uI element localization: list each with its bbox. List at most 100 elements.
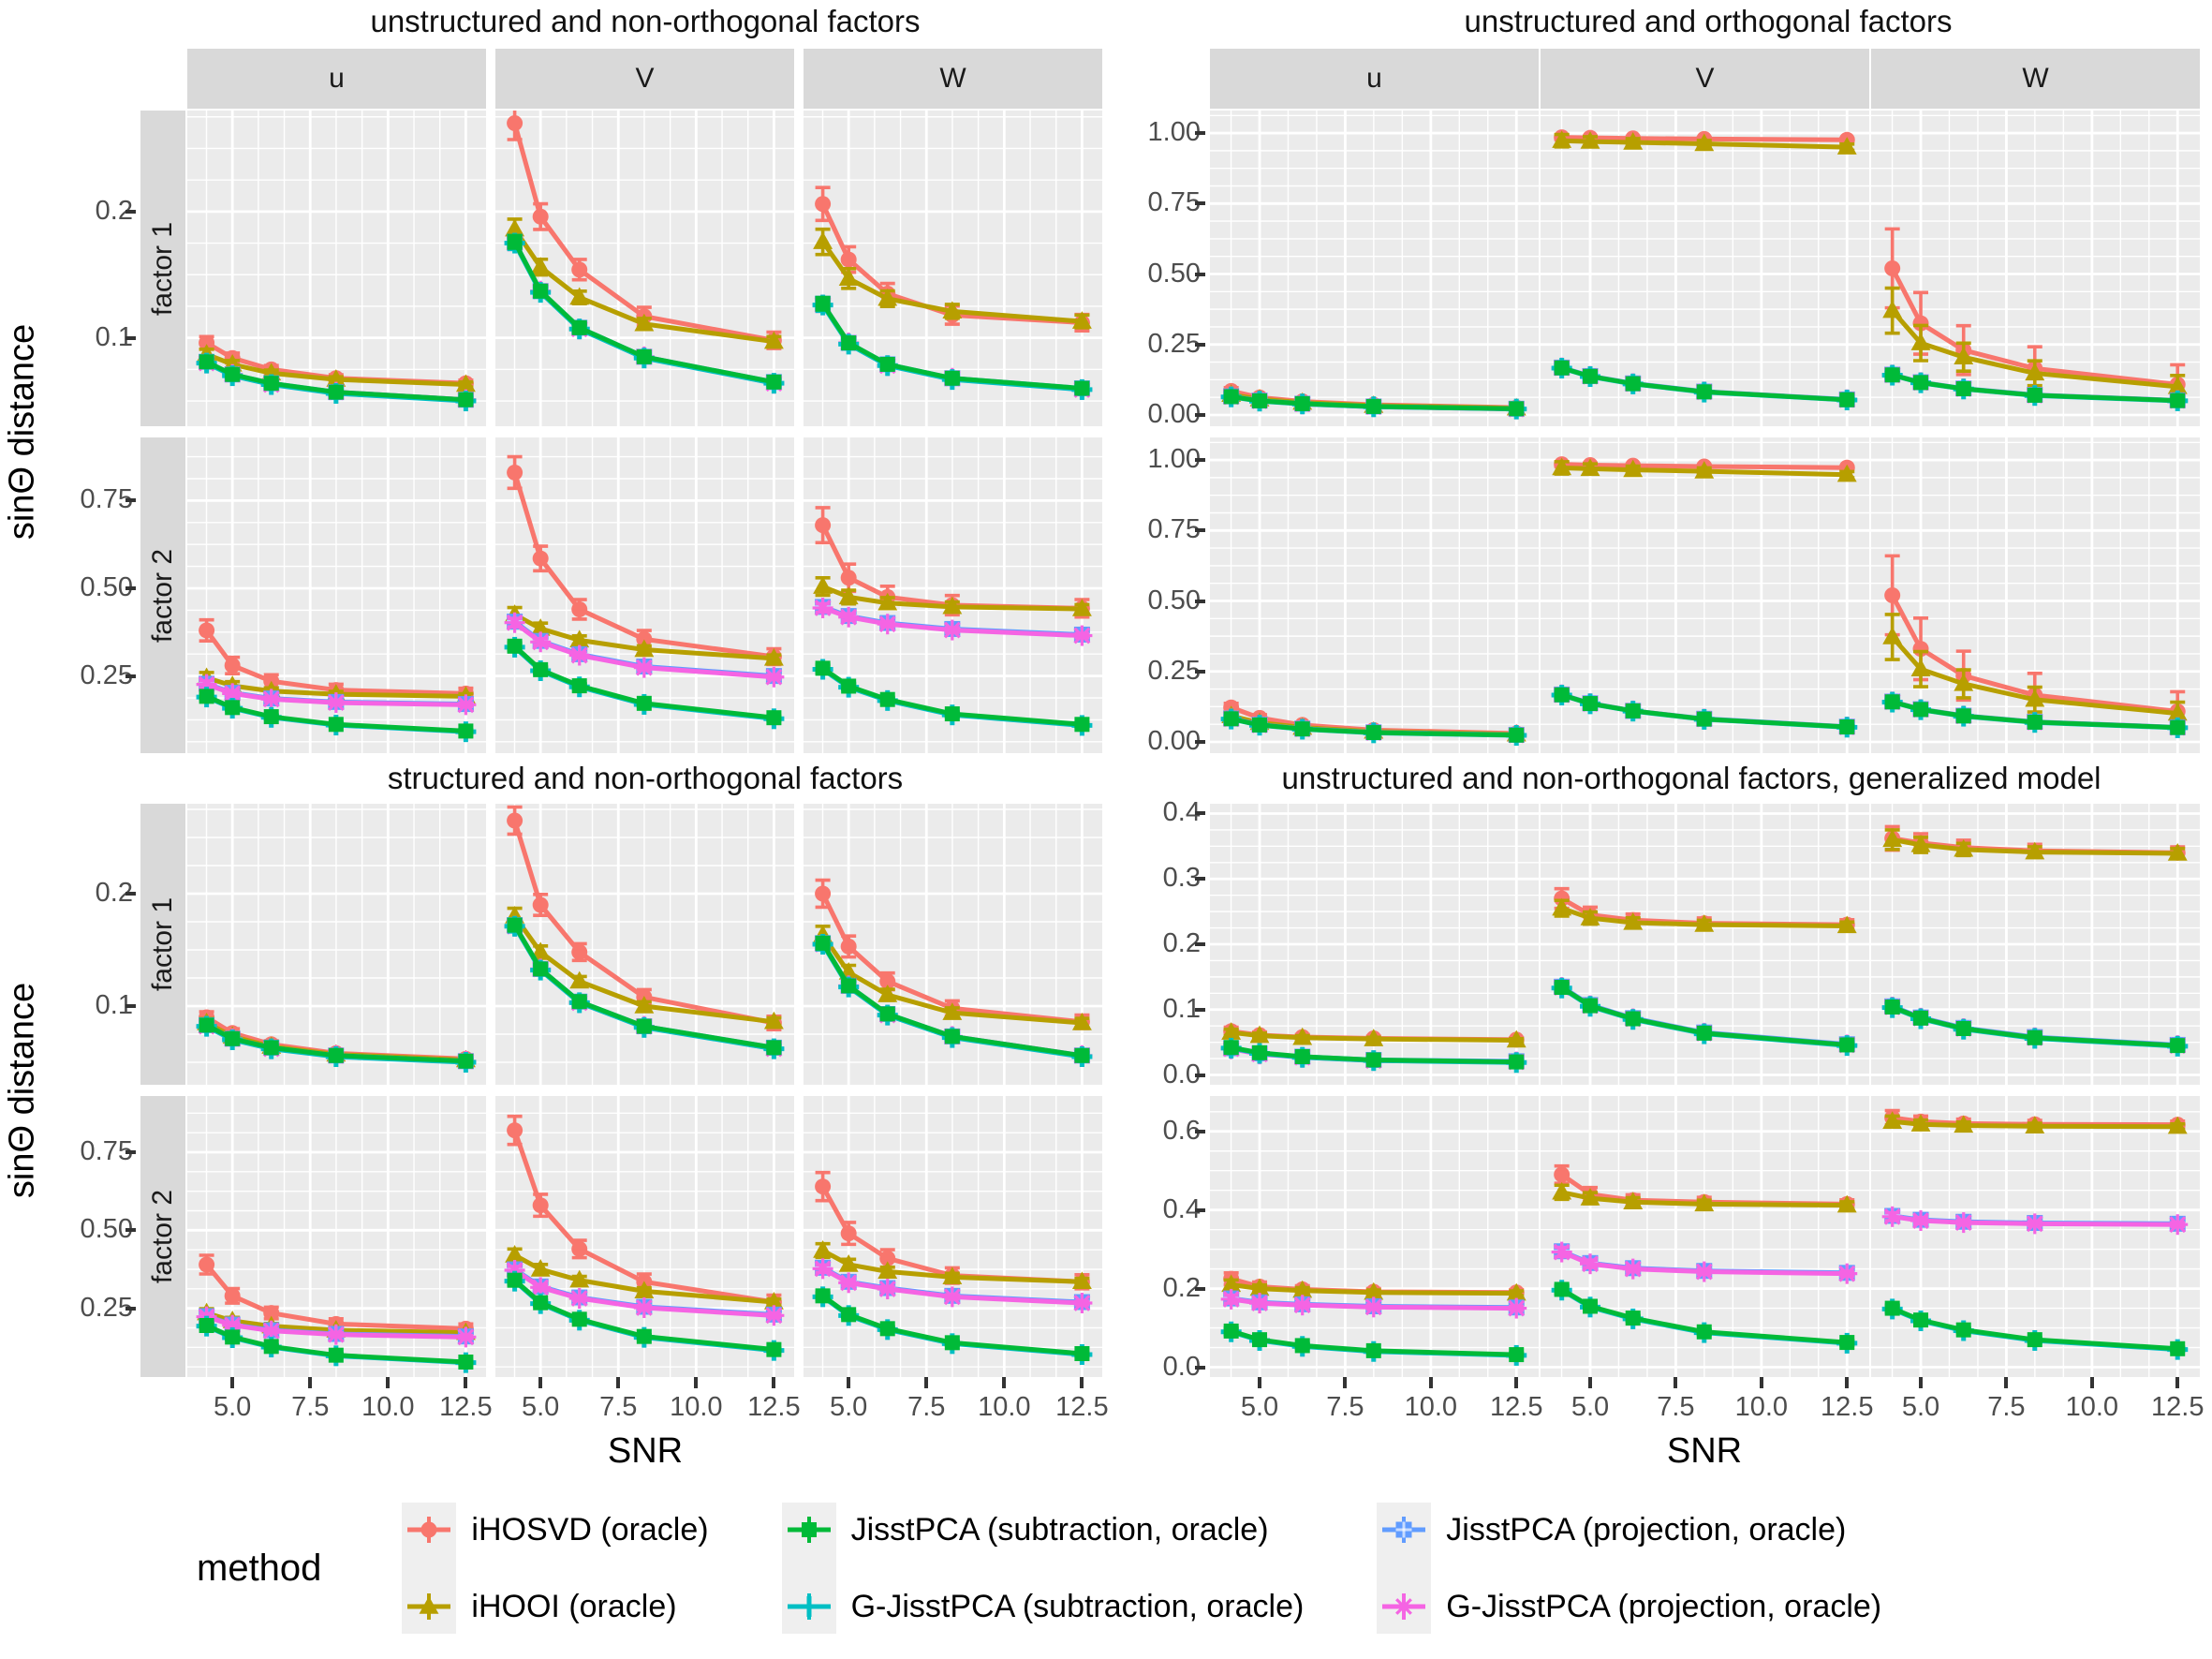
x-tick-label: 12.5 — [747, 1392, 801, 1422]
ihosvd-legend-key-icon — [402, 1503, 456, 1557]
row-strip-factor-1: factor 1 — [140, 111, 185, 426]
x-tick-mark — [924, 1377, 929, 1388]
legend-column-2: JisstPCA (subtraction, oracle) G-JisstPC… — [781, 1503, 1305, 1634]
facet-panel-V-factor-1 — [495, 111, 794, 426]
y-tick-label: 0.00 — [1147, 398, 1201, 429]
legend-entry: JisstPCA (subtraction, oracle) — [782, 1503, 1305, 1557]
y-axis-title: sinΘ distance — [2, 982, 42, 1199]
row-strip-factor-1: factor 1 — [140, 804, 185, 1085]
y-tick-label: 0.4 — [1162, 1193, 1201, 1224]
x-tick-label: 10.0 — [978, 1392, 1031, 1422]
x-tick-label: 7.5 — [1657, 1392, 1695, 1422]
facet-panel-u-factor-2 — [1210, 437, 1539, 753]
facet-panel-u-factor-1 — [1210, 804, 1539, 1085]
x-tick-mark — [2089, 1377, 2094, 1388]
y-tick-label: 0.2 — [95, 878, 133, 908]
x-tick-mark — [1002, 1377, 1007, 1388]
x-tick-mark — [464, 1377, 468, 1388]
x-tick-label: 12.5 — [1490, 1392, 1543, 1422]
y-tick-label: 0.00 — [1147, 725, 1201, 756]
y-tick-mark — [1195, 1007, 1205, 1012]
y-tick-mark — [1195, 458, 1205, 463]
col-strip-V: V — [495, 49, 794, 109]
y-tick-mark — [1195, 739, 1205, 744]
y-tick-mark — [1195, 1286, 1205, 1291]
facet-panel-W-factor-1 — [804, 111, 1102, 426]
col-strip-W: W — [1871, 49, 2200, 109]
legend-entry: JisstPCA (projection, oracle) — [1377, 1503, 1881, 1557]
x-tick-label: 12.5 — [1821, 1392, 1874, 1422]
x-tick-label: 7.5 — [599, 1392, 638, 1422]
x-tick-label: 10.0 — [1734, 1392, 1789, 1422]
x-tick-mark — [1428, 1377, 1433, 1388]
x-tick-mark — [1845, 1377, 1850, 1388]
legend-title: method — [197, 1547, 322, 1589]
y-tick-label: 0.1 — [95, 990, 133, 1020]
y-tick-label: 0.6 — [1162, 1115, 1201, 1146]
x-tick-label: 12.5 — [439, 1392, 493, 1422]
x-tick-label: 10.0 — [670, 1392, 723, 1422]
facet-panel-W-factor-1 — [1871, 111, 2200, 426]
row-strip-label: factor 2 — [147, 548, 178, 643]
legend-column-1: iHOSVD (oracle) iHOOI (oracle) — [402, 1503, 709, 1634]
x-tick-label: 5.0 — [214, 1392, 252, 1422]
x-tick-label: 10.0 — [361, 1392, 415, 1422]
legend: method iHOSVD (oracle) iHOOI (oracle) Ji… — [197, 1503, 1881, 1634]
col-strip-W: W — [804, 49, 1102, 109]
y-tick-label: 0.25 — [80, 659, 133, 690]
row-strip-label: factor 1 — [147, 896, 178, 992]
chart-title-top-left: unstructured and non-orthogonal factors — [370, 4, 921, 38]
facet-panel-u-factor-2 — [187, 437, 486, 753]
y-tick-label: 0.2 — [95, 195, 133, 226]
y-tick-label: 1.00 — [1147, 117, 1201, 148]
chart-title-top-right: unstructured and orthogonal factors — [1464, 4, 1953, 38]
x-tick-mark — [847, 1377, 851, 1388]
y-tick-label: 0.50 — [1147, 258, 1201, 289]
col-strip-V: V — [1541, 49, 1869, 109]
facet-panel-u-factor-1 — [187, 804, 486, 1085]
facet-panel-V-factor-2 — [1541, 437, 1869, 753]
g-jisstpca-projection-legend-key-icon — [1377, 1579, 1431, 1634]
y-tick-label: 0.1 — [1162, 993, 1201, 1024]
facet-panel-u-factor-2 — [187, 1096, 486, 1377]
x-tick-label: 5.0 — [1901, 1392, 1940, 1422]
row-strip-label: factor 1 — [147, 221, 178, 316]
x-tick-label: 7.5 — [1987, 1392, 2026, 1422]
y-tick-mark — [1195, 201, 1205, 206]
facet-panel-W-factor-2 — [1871, 1096, 2200, 1377]
x-tick-mark — [1258, 1377, 1262, 1388]
y-tick-label: 0.3 — [1162, 863, 1201, 894]
chart-title-bottom-right: unstructured and non-orthogonal factors,… — [1281, 761, 2101, 795]
facet-panel-V-factor-2 — [1541, 1096, 1869, 1377]
chart-title-bottom-left: structured and non-orthogonal factors — [387, 761, 904, 795]
legend-label: JisstPCA (projection, oracle) — [1446, 1511, 1847, 1548]
x-tick-label: 12.5 — [1055, 1392, 1109, 1422]
x-tick-mark — [694, 1377, 699, 1388]
y-tick-label: 0.50 — [80, 1214, 133, 1245]
x-axis-title: SNR — [607, 1431, 684, 1471]
y-tick-mark — [125, 892, 136, 896]
jisstpca-subtraction-legend-key-icon — [782, 1503, 836, 1557]
y-tick-label: 0.0 — [1162, 1351, 1201, 1382]
y-tick-label: 0.75 — [80, 484, 133, 515]
y-tick-mark — [1195, 1129, 1205, 1133]
y-axis-title: sinΘ distance — [2, 323, 42, 541]
x-tick-mark — [772, 1377, 776, 1388]
x-tick-label: 7.5 — [907, 1392, 946, 1422]
y-tick-label: 0.2 — [1162, 928, 1201, 958]
facet-panel-u-factor-1 — [187, 111, 486, 426]
col-strip-u: u — [187, 49, 486, 109]
x-tick-mark — [308, 1377, 313, 1388]
legend-label: iHOSVD (oracle) — [471, 1511, 709, 1548]
facet-panel-W-factor-2 — [1871, 437, 2200, 753]
facet-panel-W-factor-1 — [1871, 804, 2200, 1085]
x-tick-mark — [1759, 1377, 1763, 1388]
x-tick-label: 10.0 — [2065, 1392, 2119, 1422]
legend-entry: iHOOI (oracle) — [402, 1579, 708, 1634]
y-tick-mark — [125, 674, 136, 678]
facet-panel-u-factor-2 — [1210, 1096, 1539, 1377]
x-tick-mark — [2175, 1377, 2180, 1388]
y-tick-mark — [1195, 412, 1205, 417]
y-tick-mark — [125, 586, 136, 590]
y-tick-label: 0.4 — [1162, 797, 1201, 828]
